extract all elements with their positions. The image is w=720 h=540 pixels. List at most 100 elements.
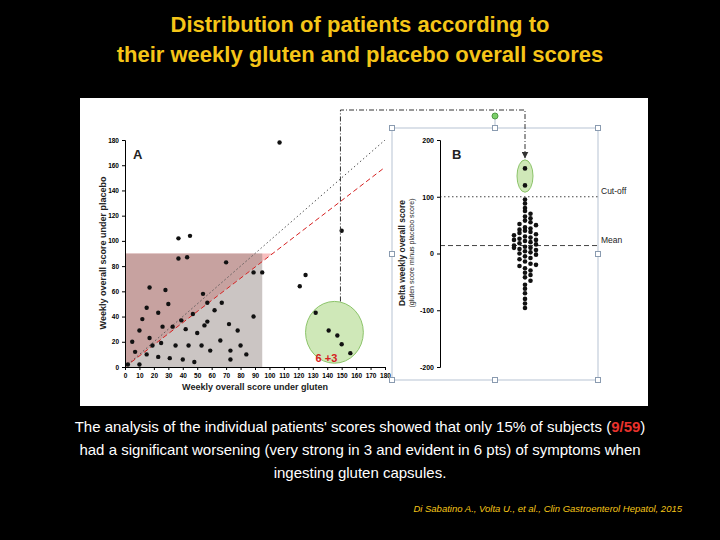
tick-mark <box>298 367 299 370</box>
tick: 110 <box>279 367 290 379</box>
tick-mark <box>122 140 125 141</box>
tick-mark <box>168 367 169 370</box>
tick: 40 <box>112 313 125 320</box>
tick: 100 <box>265 367 276 379</box>
tick-mark <box>122 342 125 343</box>
tick-label: 40 <box>180 372 188 379</box>
tick-mark <box>255 367 256 370</box>
title: their weekly gluten and placebo overall … <box>117 42 604 67</box>
tick: 80 <box>112 263 125 270</box>
swarm-point <box>523 266 528 271</box>
scatter-point <box>140 317 144 321</box>
x-axis-title: Weekly overall score under gluten <box>182 382 328 392</box>
tick-label: 120 <box>108 212 119 219</box>
scatter-point <box>133 350 137 354</box>
scatter-point <box>188 234 192 238</box>
scatter-point <box>220 300 224 304</box>
scatter-point <box>147 336 151 340</box>
scatter-point <box>126 362 130 366</box>
tick-mark <box>122 317 125 318</box>
reference-label: Mean <box>601 235 623 245</box>
tick-mark <box>342 367 343 370</box>
tick: 200 <box>422 137 440 144</box>
tick: 30 <box>165 367 173 379</box>
tick-mark <box>122 190 125 191</box>
swarm-point <box>528 220 533 225</box>
scatter-point <box>348 351 352 355</box>
tick: 90 <box>252 367 260 379</box>
scatter-point <box>238 343 242 347</box>
scatter-point <box>137 362 141 366</box>
scatter-point <box>260 270 264 274</box>
scatter-point <box>150 343 154 347</box>
scatter-point <box>202 323 206 327</box>
tick-label: 180 <box>108 137 119 144</box>
swarm-point <box>523 244 528 249</box>
swarm-point <box>523 291 528 296</box>
swarm-point <box>534 238 539 243</box>
scatter-point <box>218 338 222 342</box>
swarm-point <box>528 273 533 278</box>
tick-mark <box>327 367 328 370</box>
scatter-point <box>298 284 302 288</box>
tick-label: 160 <box>351 372 362 379</box>
y-axis: -200-1000100200 <box>420 137 441 371</box>
y-axis-subtitle: (gluten score minus placebo score) <box>408 199 416 308</box>
swarm-point <box>528 216 533 221</box>
swarm-point <box>517 264 522 269</box>
scatter-point <box>277 140 281 144</box>
tick-label: 140 <box>108 187 119 194</box>
swarm-point <box>523 297 528 302</box>
swarm-point <box>523 218 528 223</box>
tick: 70 <box>223 367 231 379</box>
tick: 50 <box>194 367 202 379</box>
scatter-point <box>144 352 148 356</box>
swarm-point <box>512 233 517 238</box>
selection-handle <box>596 126 601 131</box>
tick: 180 <box>108 137 125 144</box>
figure-panel <box>80 98 648 406</box>
scatter-point <box>313 311 317 315</box>
caption-line: ingesting gluten capsules. <box>274 464 447 481</box>
plot-area-a <box>125 140 385 367</box>
tick: 0 <box>124 367 128 379</box>
swarm-point <box>523 254 528 259</box>
tick-label: 60 <box>209 372 217 379</box>
scatter-point <box>199 343 203 347</box>
tick: 10 <box>136 367 144 379</box>
tick-mark <box>197 367 198 370</box>
axis-line <box>122 141 126 368</box>
shaded-box <box>125 254 262 368</box>
swarm-point <box>534 252 539 257</box>
swarm-point <box>534 263 539 268</box>
axis-line <box>437 141 441 368</box>
panel-label: A <box>133 147 143 162</box>
scatter-point <box>227 322 231 326</box>
scatter-point <box>192 360 196 364</box>
swarm-point <box>528 246 533 251</box>
swarm-point <box>523 183 528 188</box>
scatter-point <box>166 302 170 306</box>
scatter-point <box>147 285 151 289</box>
scatter-point <box>156 355 160 359</box>
scatter-point <box>224 260 228 264</box>
caption-segment: ingesting gluten capsules. <box>274 464 447 481</box>
reference-line <box>125 167 385 367</box>
axis-line <box>126 368 386 371</box>
swarm-point <box>534 242 539 247</box>
tick: 60 <box>112 288 125 295</box>
scatter-point <box>303 273 307 277</box>
tick-mark <box>122 241 125 242</box>
tick-mark <box>385 367 386 370</box>
tick: 100 <box>422 193 440 200</box>
panel-label: B <box>452 147 461 162</box>
tick: 140 <box>108 187 125 194</box>
swarm-point <box>528 230 533 235</box>
swarm-point <box>512 238 517 243</box>
swarm-point <box>523 214 528 219</box>
tick-label: 0 <box>115 364 119 371</box>
annotation: 6 +3 <box>316 352 338 364</box>
tick-mark <box>139 367 140 370</box>
tick-mark <box>183 367 184 370</box>
swarm-point <box>517 231 522 236</box>
